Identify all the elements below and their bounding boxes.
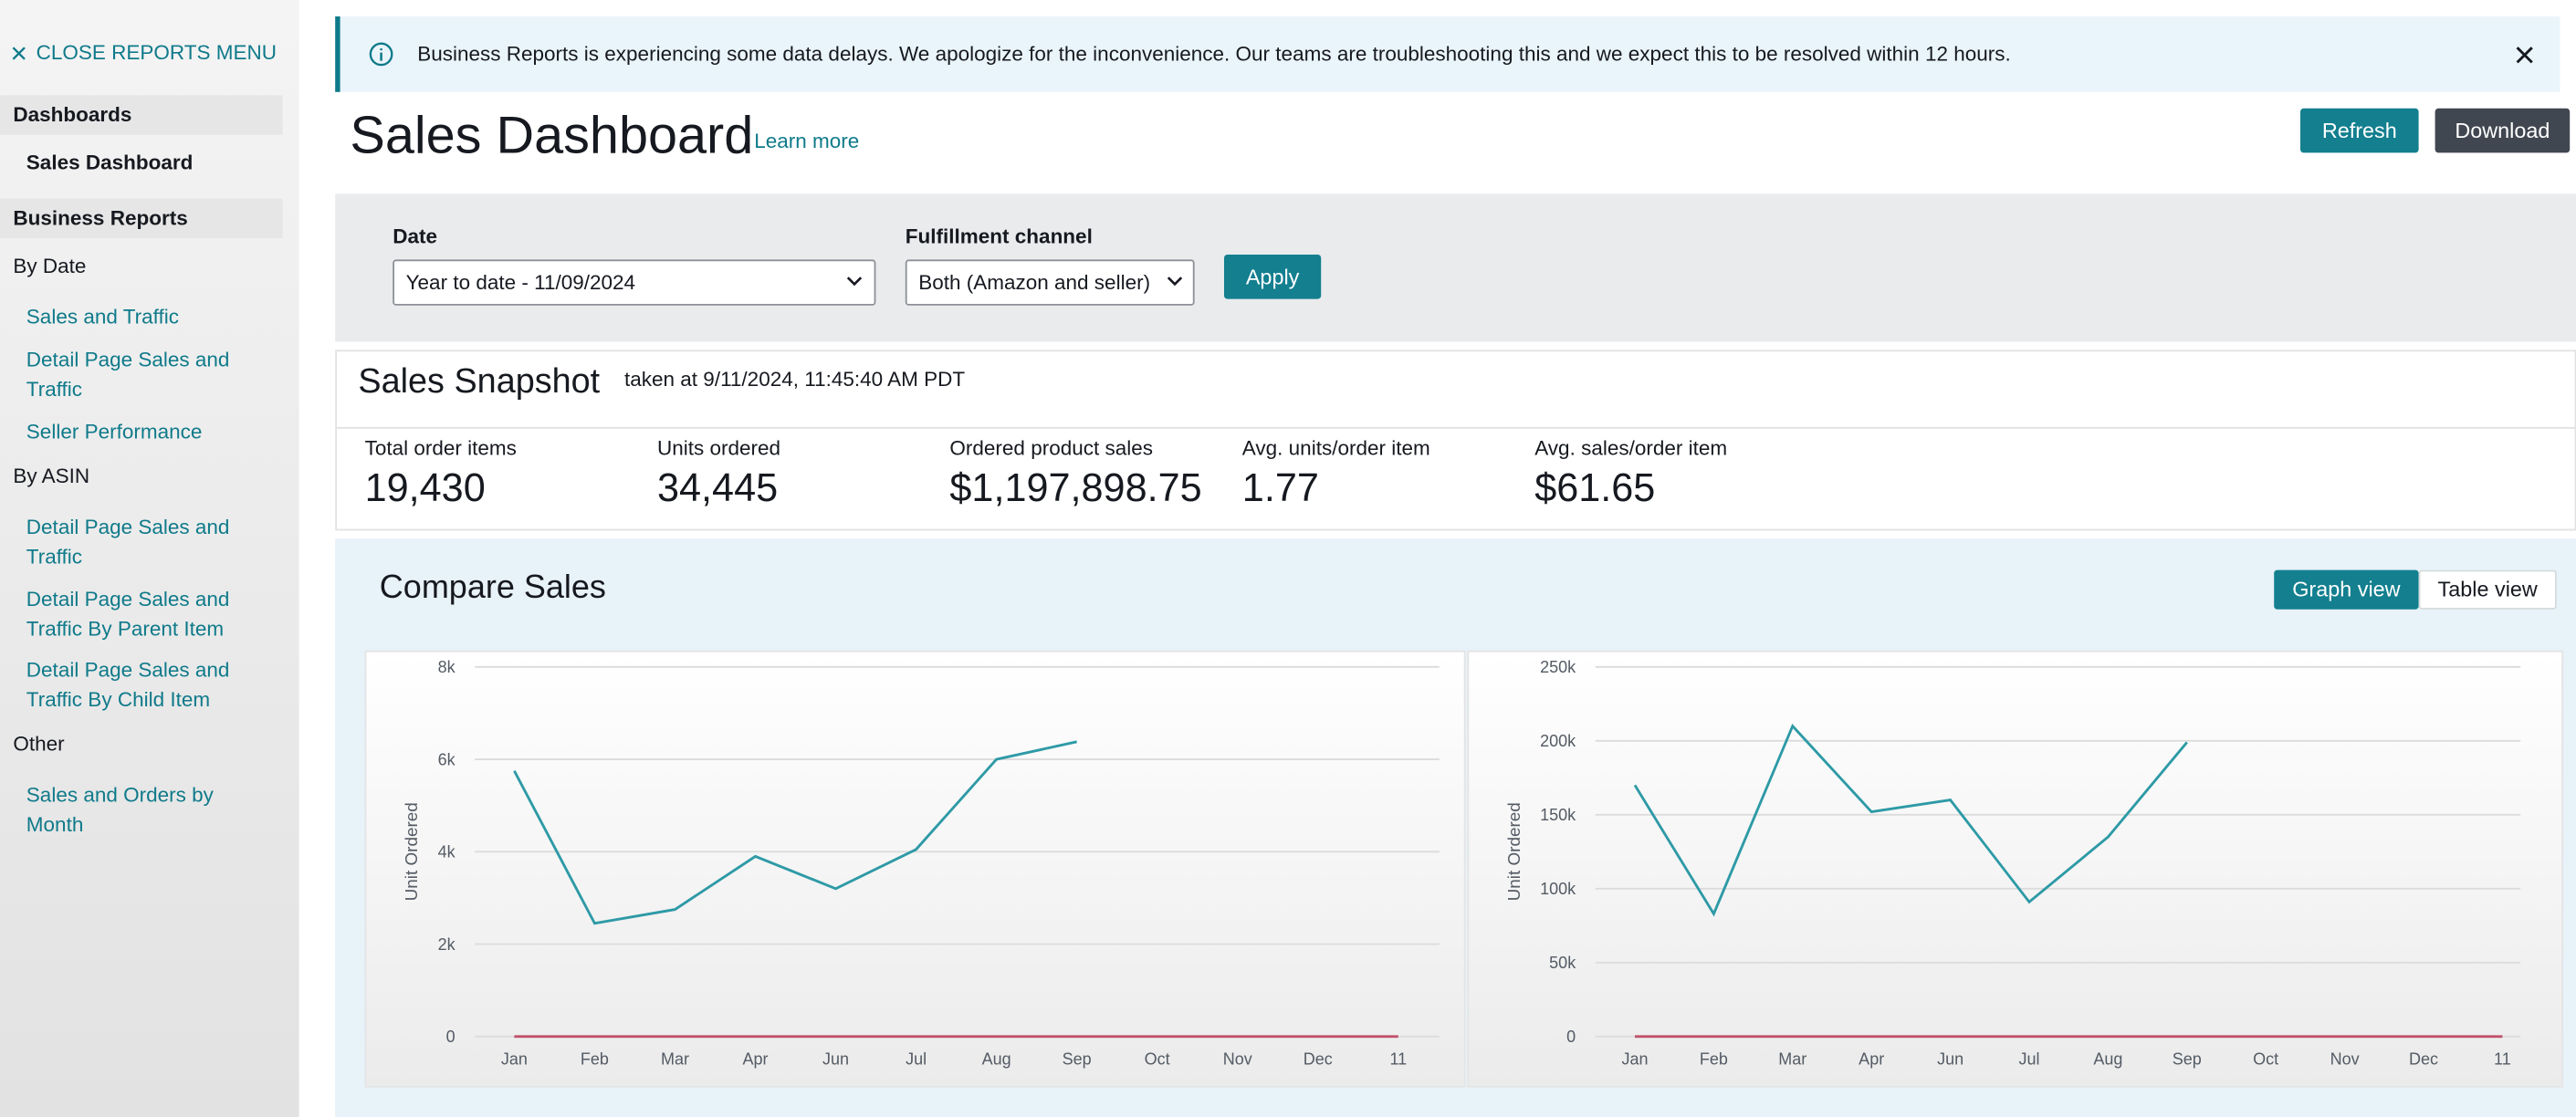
dropdown-arrow: [1167, 277, 1183, 287]
menu-item[interactable]: Sales and Orders by Month: [26, 783, 214, 836]
info-icon: [369, 42, 393, 67]
x-tick-label: 11: [2494, 1049, 2511, 1068]
metric-label: Total order items: [364, 436, 517, 460]
divider: [337, 427, 2576, 429]
metric-value: 1.77: [1241, 466, 1319, 511]
y-tick-label: 4k: [438, 843, 456, 861]
channel-select[interactable]: Both (Amazon and seller): [905, 259, 1195, 306]
banner-text: Business Reports is experiencing some da…: [417, 42, 2011, 66]
line-series: [513, 740, 1077, 925]
compare-title: Compare Sales: [379, 569, 606, 607]
menu-item[interactable]: Detail Page Sales and Traffic: [26, 348, 230, 401]
banner-close[interactable]: [2516, 46, 2534, 64]
x-tick-label: 11: [1389, 1049, 1407, 1068]
y-tick-label: 100k: [1540, 880, 1576, 898]
table-view-tab[interactable]: Table view: [2418, 569, 2557, 610]
download-button[interactable]: Download: [2435, 108, 2571, 153]
y-tick-label: 6k: [438, 750, 456, 768]
x-tick-label: Apr: [743, 1049, 769, 1068]
x-tick-label: Feb: [581, 1049, 609, 1068]
menu-item[interactable]: Detail Page Sales and Traffic By Child I…: [26, 658, 230, 711]
date-label: Date: [393, 224, 437, 248]
metric-value: $1,197,898.75: [949, 466, 1202, 511]
apply-button[interactable]: Apply: [1224, 255, 1322, 299]
x-tick-label: Sep: [2173, 1049, 2202, 1068]
close-icon[interactable]: [12, 46, 26, 60]
x-tick-label: Dec: [1304, 1049, 1333, 1068]
y-tick-label: 0: [446, 1028, 456, 1046]
x-tick-label: Oct: [1145, 1049, 1170, 1068]
x-tick-label: Mar: [1778, 1049, 1806, 1068]
line-series: [1633, 723, 2188, 917]
section-header: Dashboards: [0, 95, 283, 135]
metric-label: Avg. sales/order item: [1534, 436, 1728, 460]
x-tick-label: Sep: [1063, 1049, 1092, 1068]
date-value: Year to date - 11/09/2024: [405, 271, 636, 295]
group-title: By ASIN: [13, 465, 90, 488]
banner: Business Reports is experiencing some da…: [335, 16, 2560, 92]
x-tick-label: Jun: [822, 1049, 849, 1068]
y-tick-label: 50k: [1549, 954, 1576, 972]
date-select[interactable]: Year to date - 11/09/2024: [393, 259, 876, 306]
metric-label: Ordered product sales: [949, 436, 1154, 460]
y-axis-label: Unit Ordered: [1505, 802, 1524, 901]
filter-panel: Date Year to date - 11/09/2024 Fulfillme…: [335, 193, 2576, 342]
menu-item[interactable]: Detail Page Sales and Traffic: [26, 516, 230, 568]
metric-label: Units ordered: [657, 436, 781, 460]
x-tick-label: Oct: [2253, 1049, 2278, 1068]
x-tick-label: Aug: [982, 1049, 1011, 1068]
graph-view-tab[interactable]: Graph view: [2274, 569, 2419, 610]
x-tick-label: Feb: [1700, 1049, 1728, 1068]
y-tick-label: 0: [1566, 1028, 1576, 1046]
sidebar: CLOSE REPORTS MENU Dashboards Sales Dash…: [0, 0, 299, 1117]
y-tick-label: 2k: [438, 935, 456, 954]
y-tick-label: 8k: [438, 658, 456, 676]
x-tick-label: Apr: [1859, 1049, 1884, 1068]
x-tick-label: Mar: [661, 1049, 689, 1068]
snapshot-title: Sales Snapshot: [358, 362, 601, 402]
x-tick-label: Aug: [2093, 1049, 2122, 1068]
group-title: Other: [13, 732, 65, 756]
y-axis-label: Unit Ordered: [403, 802, 422, 901]
chart: 0 2k 4k 6k 8k Jan Feb Mar Apr Jun Jul Aug Sep Oct Nov D…: [364, 650, 1466, 1088]
group-title: By Date: [13, 255, 87, 278]
x-tick-label: Jun: [1937, 1049, 1963, 1068]
x-tick-label: Jan: [1621, 1049, 1648, 1068]
metric-value: $61.65: [1534, 466, 1656, 511]
x-tick-label: Jul: [2018, 1049, 2039, 1068]
menu-item[interactable]: Sales and Traffic: [26, 305, 180, 329]
x-tick-label: Dec: [2409, 1049, 2438, 1068]
x-tick-label: Jan: [501, 1049, 528, 1068]
section-header: Business Reports: [0, 198, 283, 238]
metric-label: Avg. units/order item: [1241, 436, 1430, 460]
x-tick-label: Jul: [906, 1049, 927, 1068]
channel-label: Fulfillment channel: [905, 224, 1093, 248]
chart: 0 50k 100k 150k 200k 250k Jan Feb Mar Apr Jun Jul Au…: [1467, 650, 2563, 1088]
x-tick-label: Nov: [2330, 1049, 2360, 1068]
snapshot-panel: [335, 350, 2576, 531]
menu-item[interactable]: Detail Page Sales and Traffic By Parent …: [26, 588, 230, 641]
learn-more[interactable]: Learn more: [754, 130, 860, 153]
metric-value: 34,445: [657, 466, 779, 511]
page-title: Sales Dashboard: [350, 105, 754, 164]
refresh-button[interactable]: Refresh: [2300, 108, 2419, 153]
metric-value: 19,430: [364, 466, 486, 511]
menu-item[interactable]: Seller Performance: [26, 420, 203, 444]
snapshot-time: taken at 9/11/2024, 11:45:40 AM PDT: [624, 368, 966, 391]
y-tick-label: 250k: [1540, 658, 1576, 676]
menu-item[interactable]: Sales Dashboard: [26, 151, 194, 174]
channel-value: Both (Amazon and seller): [918, 271, 1151, 295]
dropdown-arrow: [846, 277, 863, 287]
y-tick-label: 150k: [1540, 806, 1576, 824]
y-tick-label: 200k: [1540, 732, 1576, 750]
close-menu[interactable]: CLOSE REPORTS MENU: [36, 41, 277, 65]
x-tick-label: Nov: [1223, 1049, 1252, 1068]
